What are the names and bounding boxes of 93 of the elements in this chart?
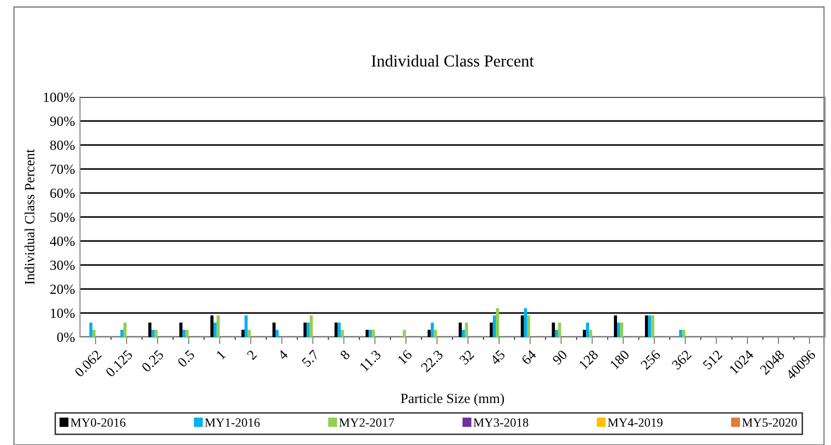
- x-tick-label: 0.25: [141, 349, 164, 373]
- bar: [617, 322, 620, 337]
- y-tick-label: 80%: [50, 140, 75, 150]
- bar: [644, 315, 648, 337]
- bar: [340, 330, 344, 337]
- bar: [651, 315, 654, 337]
- y-tick-label: 90%: [50, 116, 75, 126]
- bar: [244, 315, 248, 337]
- bar: [154, 330, 158, 337]
- y-tick-label: 20%: [50, 284, 75, 294]
- bar: [428, 330, 431, 337]
- bar: [434, 330, 437, 337]
- bar: [558, 322, 562, 337]
- bar: [586, 322, 590, 337]
- x-tick-label: 5.7: [301, 349, 320, 368]
- bar: [216, 315, 220, 337]
- bar: [589, 330, 592, 337]
- bar: [366, 330, 369, 337]
- x-tick-label: 64: [521, 349, 537, 366]
- bar: [462, 330, 465, 337]
- bar: [372, 330, 375, 337]
- x-tick-label: 2: [246, 350, 257, 360]
- bar: [241, 330, 245, 337]
- bar: [552, 322, 555, 337]
- bar: [186, 330, 189, 337]
- bar: [679, 330, 682, 337]
- bar: [338, 322, 341, 337]
- bar: [248, 330, 251, 337]
- bar: [620, 322, 624, 337]
- chart-title: Individual Class Percent: [372, 54, 534, 67]
- bar: [89, 322, 92, 337]
- y-tick-label: 100%: [44, 92, 75, 102]
- x-tick-label: 1: [216, 350, 226, 360]
- x-tick-label: 0.5: [177, 349, 196, 368]
- bar: [490, 322, 493, 337]
- bar: [368, 330, 372, 337]
- bar: [527, 315, 530, 337]
- bar: [182, 330, 186, 337]
- bar: [276, 330, 279, 337]
- bar: [213, 322, 217, 337]
- x-tick-label: 8: [340, 349, 350, 360]
- bar: [464, 322, 468, 337]
- legend-label: MY4-2019: [608, 418, 663, 427]
- x-tick-label: 22.3: [420, 350, 444, 373]
- x-tick-label: 180: [610, 349, 630, 370]
- bar: [310, 315, 313, 337]
- y-tick-label: 10%: [50, 308, 75, 318]
- bar: [524, 308, 527, 337]
- x-axis-title: Particle Size (mm): [400, 393, 504, 406]
- y-tick-label: 0%: [57, 332, 75, 342]
- bar: [682, 330, 686, 337]
- legend-label: MY3-2018: [474, 418, 528, 427]
- bar: [496, 308, 500, 337]
- legend-label: MY0-2016: [70, 418, 126, 427]
- bar: [492, 315, 496, 337]
- bar: [148, 322, 152, 337]
- bar: [179, 322, 182, 337]
- bar: [334, 322, 338, 337]
- x-tick-label: 16: [397, 349, 413, 365]
- bar: [120, 330, 124, 337]
- x-tick-label: 4: [277, 349, 288, 360]
- x-tick-label: 45: [490, 350, 506, 366]
- x-tick-label: 362: [671, 350, 692, 370]
- x-tick-label: 32: [458, 350, 474, 366]
- bar: [582, 330, 586, 337]
- bar: [151, 330, 154, 337]
- y-axis-title: Individual Class Percent: [24, 149, 34, 284]
- bar: [520, 315, 524, 337]
- bar: [554, 330, 558, 337]
- y-tick-label: 50%: [50, 212, 75, 222]
- legend-label: MY2-2017: [339, 418, 394, 427]
- legend-label: MY1-2016: [204, 418, 260, 427]
- bar: [210, 315, 214, 337]
- bar: [648, 315, 652, 337]
- y-tick-label: 40%: [50, 236, 75, 246]
- bar: [123, 322, 127, 337]
- bar: [304, 322, 307, 337]
- x-tick-label: 90: [552, 349, 568, 366]
- x-tick-label: 512: [702, 350, 723, 370]
- bar: [306, 322, 310, 337]
- y-tick-label: 70%: [50, 164, 75, 174]
- y-tick-label: 60%: [50, 188, 75, 198]
- x-tick-label: 11.3: [359, 350, 382, 372]
- x-tick-label: 128: [578, 349, 599, 370]
- bar: [614, 315, 618, 337]
- legend-label: MY5-2020: [742, 418, 797, 427]
- bar: [430, 322, 434, 337]
- x-tick-label: 256: [640, 349, 661, 370]
- bar: [92, 330, 96, 337]
- bar: [458, 322, 462, 337]
- bar: [402, 330, 406, 337]
- bar: [272, 322, 276, 337]
- y-tick-label: 30%: [50, 260, 75, 270]
